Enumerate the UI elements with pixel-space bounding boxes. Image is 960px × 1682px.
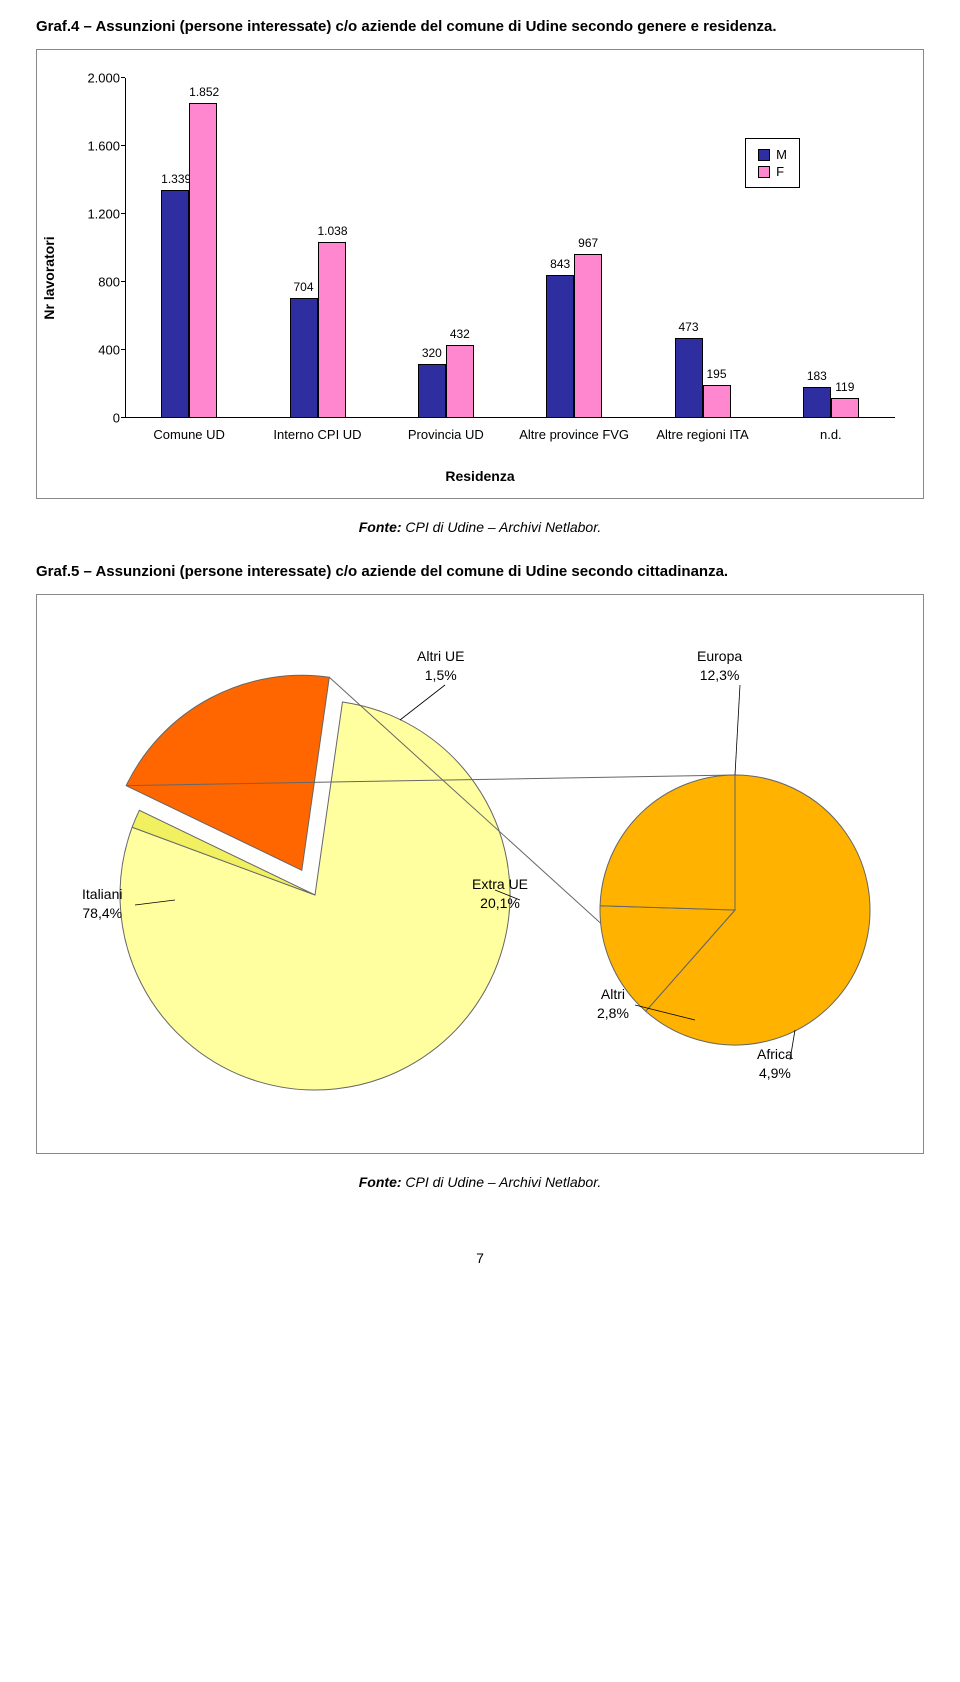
bar	[318, 242, 346, 418]
bar	[418, 364, 446, 418]
pie-label: Altri2,8%	[597, 985, 629, 1023]
y-axis-line	[125, 78, 126, 418]
bar	[189, 103, 217, 418]
legend-row: M	[758, 147, 787, 162]
graf4-caption: Fonte: CPI di Udine – Archivi Netlabor.	[36, 519, 924, 535]
page-number: 7	[36, 1250, 924, 1266]
bar-value-label: 195	[703, 367, 731, 381]
legend: MF	[745, 138, 800, 188]
y-tick-mark	[121, 145, 125, 146]
pie-label: Africa4,9%	[757, 1045, 793, 1083]
pie-label: Italiani78,4%	[82, 885, 122, 923]
graf4-title: Graf.4 – Assunzioni (persone interessate…	[36, 18, 924, 35]
y-tick-mark	[121, 417, 125, 418]
bar	[574, 254, 602, 418]
bar-value-label: 432	[446, 327, 474, 341]
bar-value-label: 320	[418, 346, 446, 360]
sub-pie-slice	[600, 775, 735, 910]
bar-value-label: 473	[675, 320, 703, 334]
graf5-caption: Fonte: CPI di Udine – Archivi Netlabor.	[36, 1174, 924, 1190]
x-category: n.d.	[766, 427, 896, 442]
y-tick: 2.000	[75, 71, 120, 86]
leader-line	[400, 685, 445, 720]
x-axis-title: Residenza	[445, 468, 514, 484]
bar-value-label: 119	[831, 380, 859, 394]
bar	[675, 338, 703, 418]
y-tick: 1.200	[75, 207, 120, 222]
bar	[831, 398, 859, 418]
bar-plot: MF 04008001.2001.6002.000Comune UD1.3391…	[125, 78, 895, 418]
legend-label: M	[776, 147, 787, 162]
legend-row: F	[758, 164, 787, 179]
y-tick-mark	[121, 349, 125, 350]
graf5-frame: Italiani78,4% Altri UE1,5% Extra UE20,1% Eu…	[36, 594, 924, 1154]
bar-value-label: 1.339	[161, 172, 189, 186]
caption5-bold: Fonte:	[359, 1174, 402, 1190]
y-tick-mark	[121, 77, 125, 78]
bar-value-label: 843	[546, 257, 574, 271]
x-category: Interno CPI UD	[253, 427, 383, 442]
x-axis-line	[125, 417, 895, 418]
y-tick: 800	[75, 275, 120, 290]
legend-label: F	[776, 164, 784, 179]
caption-bold: Fonte:	[359, 519, 402, 535]
graf5-title: Graf.5 – Assunzioni (persone interessate…	[36, 563, 924, 580]
caption-rest: CPI di Udine – Archivi Netlabor.	[402, 519, 602, 535]
bar	[703, 385, 731, 418]
graf4-frame: Nr lavoratori MF 04008001.2001.6002.000C…	[36, 49, 924, 499]
bar-value-label: 1.038	[318, 224, 346, 238]
bar	[446, 345, 474, 418]
x-category: Comune UD	[124, 427, 254, 442]
y-tick-mark	[121, 281, 125, 282]
y-tick: 1.600	[75, 139, 120, 154]
y-tick-mark	[121, 213, 125, 214]
legend-swatch	[758, 149, 770, 161]
x-category: Provincia UD	[381, 427, 511, 442]
bar	[290, 298, 318, 418]
bar-value-label: 704	[290, 280, 318, 294]
pie-label: Europa12,3%	[697, 647, 742, 685]
y-tick: 400	[75, 343, 120, 358]
bar	[546, 275, 574, 418]
bar	[161, 190, 189, 418]
leader-line	[735, 685, 740, 775]
y-tick: 0	[75, 411, 120, 426]
bar-value-label: 1.852	[189, 85, 217, 99]
pie-label: Extra UE20,1%	[472, 875, 528, 913]
y-axis-label: Nr lavoratori	[41, 236, 57, 319]
x-category: Altre regioni ITA	[638, 427, 768, 442]
bar	[803, 387, 831, 418]
caption5-rest: CPI di Udine – Archivi Netlabor.	[402, 1174, 602, 1190]
bar-chart: Nr lavoratori MF 04008001.2001.6002.000C…	[55, 68, 905, 488]
legend-swatch	[758, 166, 770, 178]
x-category: Altre province FVG	[509, 427, 639, 442]
bar-value-label: 183	[803, 369, 831, 383]
pie-label: Altri UE1,5%	[417, 647, 464, 685]
bar-value-label: 967	[574, 236, 602, 250]
